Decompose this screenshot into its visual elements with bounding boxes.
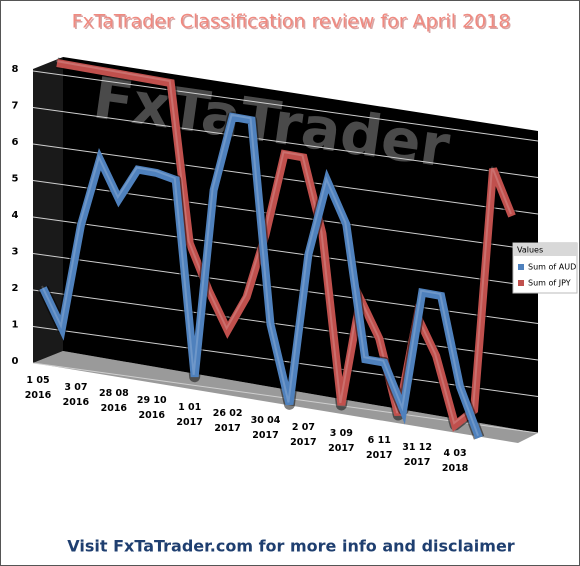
y-tick-label: 0 (12, 356, 19, 367)
footer: Visit FxTaTrader.com for more info and d… (67, 537, 515, 556)
x-tick-label: 4 03 2018 (441, 448, 469, 475)
x-tick-label: 6 11 2017 (366, 435, 393, 461)
x-tick-label: 26 02 2017 (212, 408, 243, 435)
legend: Values Sum of AUD Sum of JPY (512, 242, 578, 294)
series-line (39, 112, 483, 440)
grid-line (32, 216, 539, 288)
line-highlight (41, 113, 479, 437)
grid-line (32, 326, 539, 397)
x-tick-label: 1 05 2016 (24, 375, 52, 401)
y-tick-label: 5 (12, 174, 19, 185)
line-highlight (55, 60, 512, 425)
x-tick-label: 3 07 2016 (62, 381, 90, 408)
title-shadow: FxTaTrader Classification review for Apr… (73, 12, 512, 34)
x-tick-label: 3 09 2017 (328, 428, 355, 455)
x-tick-label: 31 12 2017 (402, 441, 433, 468)
y-tick-label: 4 (12, 210, 19, 221)
legend-label: Sum of AUD (528, 263, 576, 272)
x-tick-label: 29 10 2016 (136, 395, 167, 421)
x-tick-label: 30 04 2017 (250, 415, 281, 441)
legend-swatch (518, 264, 524, 270)
y-tick-label: 1 (12, 320, 19, 331)
legend-label: Sum of JPY (528, 279, 571, 288)
legend-title: Values (517, 246, 543, 255)
chart-title: FxTaTrader Classification review for Apr… (72, 11, 511, 33)
x-tick-label: 2 07 2017 (290, 421, 317, 448)
y-tick-label: 3 (12, 247, 19, 258)
grid-line (32, 253, 539, 324)
grid-line (32, 143, 539, 215)
legend-swatch (518, 280, 524, 286)
grid-line (32, 70, 539, 142)
y-tick-label: 8 (12, 64, 19, 75)
series-line (56, 59, 516, 432)
x-tick-label: 1 01 2017 (176, 401, 203, 428)
y-tick-label: 6 (12, 137, 19, 148)
y-tick-label: 7 (12, 101, 19, 112)
grid-line (32, 107, 539, 178)
x-tick-label: 28 08 2016 (98, 388, 129, 415)
side-wall (33, 57, 63, 363)
y-tick-label: 2 (12, 283, 19, 294)
legend-header (513, 243, 577, 256)
